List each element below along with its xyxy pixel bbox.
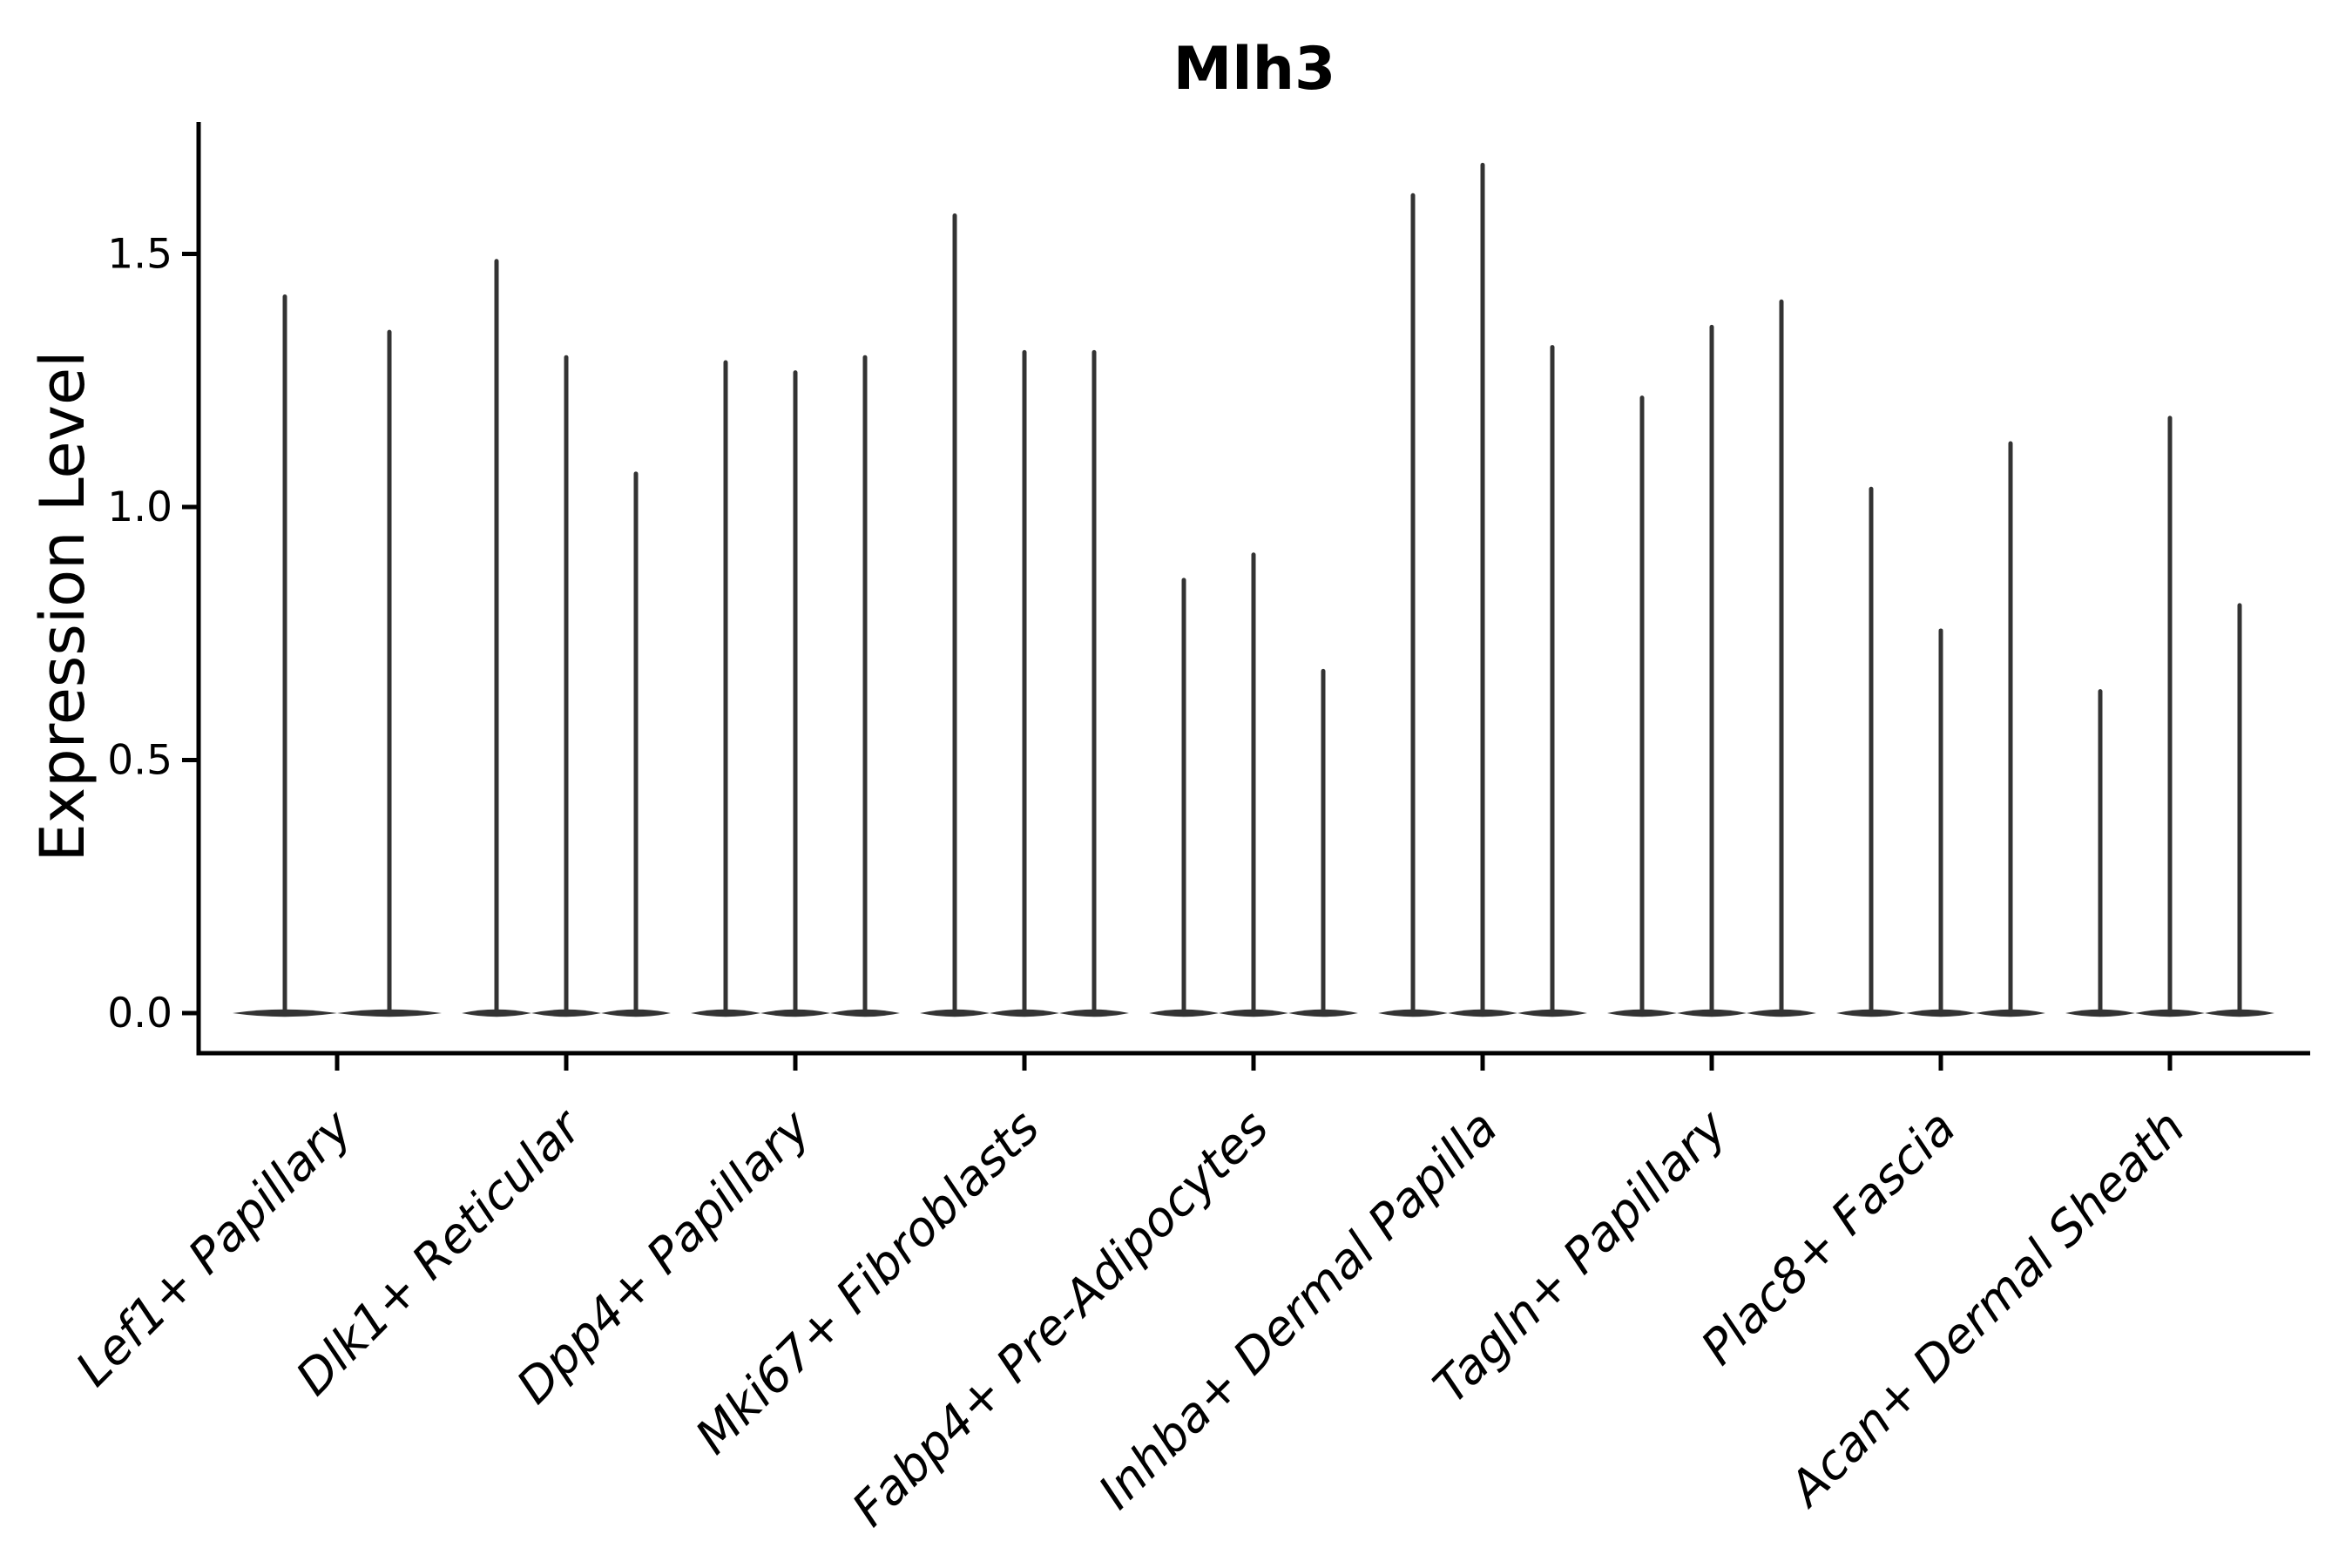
y-axis-label: Expression Level: [27, 350, 98, 862]
violin-spike: [1480, 162, 1485, 1017]
y-tick-label: 1.0: [107, 483, 172, 531]
violin-spike: [1181, 578, 1186, 1016]
violin-group: [1149, 552, 1358, 1017]
violin-spike: [1550, 345, 1555, 1017]
violin-spike: [2237, 603, 2242, 1016]
violin-group: [920, 213, 1129, 1017]
violin-spike: [1639, 395, 1645, 1016]
violin-spike: [1410, 193, 1416, 1016]
chart-title: Mlh3: [1173, 35, 1336, 104]
violin-spike: [1869, 486, 1874, 1016]
violin-group: [1607, 299, 1816, 1017]
violin-spike: [952, 213, 957, 1016]
y-tick-label: 1.5: [107, 231, 172, 279]
violin-group: [1836, 441, 2045, 1017]
violins-layer: [233, 162, 2274, 1017]
violin-spike: [793, 370, 798, 1016]
violin-spike: [1709, 324, 1714, 1017]
y-tick-label: 0.5: [107, 737, 172, 785]
x-axis-label: Acan+ Dermal Sheath: [1777, 1099, 2196, 1518]
violin-group: [691, 355, 900, 1017]
violin-spike: [1779, 299, 1784, 1016]
violin-spike: [1022, 349, 1027, 1016]
violin-spike: [1092, 349, 1097, 1016]
violin-spike: [564, 355, 569, 1016]
violin-group: [233, 294, 442, 1017]
y-tick-label: 0.0: [107, 990, 172, 1037]
violin-spike: [494, 259, 499, 1016]
violin-group: [462, 259, 671, 1017]
violin-spike: [1938, 628, 1943, 1016]
violin-group: [1378, 162, 1587, 1017]
violin-spike: [387, 329, 392, 1016]
y-ticks-layer: 0.0 0.5 1.0 1.5: [107, 231, 197, 1037]
violin-spike: [1321, 668, 1326, 1016]
violin-spike: [862, 355, 868, 1016]
violin-spike: [633, 471, 639, 1016]
x-axis-label: Fabp4+ Pre-Adipocytes: [841, 1099, 1279, 1537]
violin-spike: [282, 294, 287, 1017]
x-axis-label: Inhba+ Dermal Papilla: [1088, 1099, 1508, 1519]
violin-spike: [2098, 689, 2103, 1016]
violin-spike: [2167, 416, 2173, 1016]
violin-spike: [723, 360, 728, 1016]
violin-spike: [2008, 441, 2013, 1017]
violin-spike: [1251, 552, 1256, 1016]
violin-group: [2065, 416, 2274, 1017]
